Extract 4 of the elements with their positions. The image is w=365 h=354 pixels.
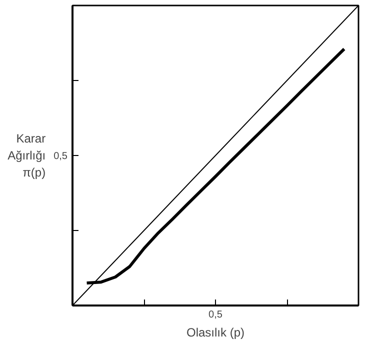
y-axis-title: Karar Ağırlığı π(p) xyxy=(8,132,46,180)
x-axis-title: Olasılık (p) xyxy=(186,326,245,340)
text: 0,5 xyxy=(208,310,223,320)
text: 0,5 xyxy=(54,151,68,162)
